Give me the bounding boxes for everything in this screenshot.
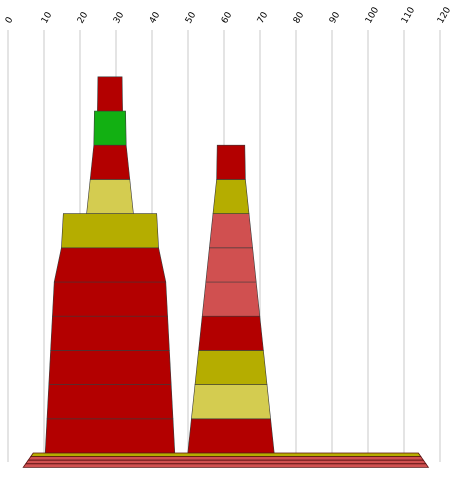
stack-segment (89, 144, 131, 180)
x-axis-ticks: 0 10 20 30 40 50 60 70 80 90 100 110 120 (4, 5, 452, 25)
x-tick-label: 100 (364, 5, 381, 25)
x-tick-label: 30 (112, 10, 127, 25)
stack-segment (52, 281, 168, 317)
x-tick-label: 40 (148, 10, 163, 25)
stack-segment (198, 315, 264, 351)
stack-segment (216, 144, 246, 180)
stack-segment (205, 247, 257, 283)
stack-segment (93, 110, 127, 146)
base-layer (22, 463, 430, 468)
stack-segment (48, 350, 172, 385)
x-tick-label: 120 (436, 5, 452, 25)
base-layer (24, 459, 427, 465)
stacks (44, 76, 275, 454)
x-tick-label: 20 (76, 10, 91, 25)
stack-segment (187, 418, 275, 454)
stack-segment (50, 315, 170, 351)
x-tick-label: 0 (4, 15, 16, 25)
stack-1 (44, 76, 176, 454)
stack-segment (44, 418, 176, 454)
x-tick-label: 10 (40, 10, 55, 25)
stack-segment (191, 384, 271, 420)
stack-2 (187, 144, 275, 454)
x-tick-label: 90 (328, 10, 343, 25)
stack-segment (97, 76, 123, 112)
stack-segment (209, 213, 253, 249)
x-tick-label: 60 (220, 10, 235, 25)
x-tick-label: 80 (292, 10, 307, 25)
stack-segment (46, 384, 174, 420)
x-tick-label: 50 (184, 10, 199, 25)
stack-segment (53, 247, 167, 283)
base-platform (22, 452, 430, 468)
x-tick-label: 110 (400, 5, 417, 25)
base-layer (29, 452, 422, 458)
x-tick-label: 70 (256, 10, 271, 25)
stack-segment (61, 213, 159, 249)
base-layer (27, 456, 425, 461)
stack-segment (86, 179, 134, 214)
stack-segment (194, 350, 268, 385)
stack-segment (201, 281, 261, 317)
stack-segment (212, 179, 250, 214)
